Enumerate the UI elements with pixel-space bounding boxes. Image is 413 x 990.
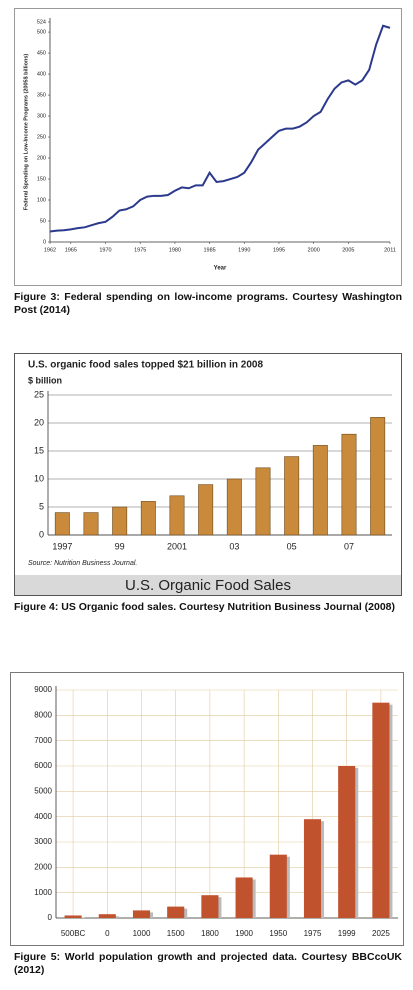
bar [370, 417, 386, 536]
x-tick-label: 1995 [273, 247, 285, 253]
y-tick-label: 524 [37, 19, 46, 25]
bar [269, 854, 287, 918]
bar [338, 766, 356, 918]
y-tick-label: 350 [37, 93, 46, 99]
x-tick-label: 1997 [52, 541, 72, 551]
bar [112, 506, 128, 536]
y-tick-label: 1000 [34, 888, 52, 897]
line-series [49, 24, 391, 233]
x-tick-label: 99 [115, 541, 125, 551]
banner-bg [15, 575, 401, 595]
x-tick-label: 500BC [61, 929, 86, 938]
chart-title: U.S. organic food sales topped $21 billi… [28, 360, 263, 371]
bar [201, 895, 219, 918]
bar [284, 456, 300, 536]
y-tick-label: 20 [34, 417, 44, 427]
bar [132, 910, 151, 918]
x-tick-label: 1800 [201, 929, 219, 938]
x-tick-label: 1970 [99, 247, 111, 253]
bar [198, 484, 214, 536]
y-tick-label: 200 [37, 155, 46, 161]
x-tick-label: 1975 [304, 929, 322, 938]
banner-text: U.S. Organic Food Sales [125, 577, 291, 594]
y-tick-label: 4000 [34, 812, 52, 821]
caption: Figure 4: US Organic food sales. Courtes… [14, 601, 395, 613]
x-tick-label: 1962 [44, 247, 56, 253]
caption: Figure 3: Federal spending on low-income… [14, 291, 402, 316]
y-tick-label: 0 [39, 529, 44, 539]
x-tick-label: 1975 [134, 247, 146, 253]
y-axis-label: Federal Spending on Low-Income Programs … [23, 54, 29, 211]
bar [226, 478, 242, 536]
y-tick-label: 5 [39, 501, 44, 511]
x-tick-label: 1980 [169, 247, 181, 253]
bar [54, 512, 70, 536]
y-tick-label: 0 [43, 239, 46, 245]
bar [98, 914, 116, 918]
bar [83, 512, 99, 536]
x-tick-label: 1990 [238, 247, 250, 253]
x-tick-label: 2000 [308, 247, 320, 253]
bar [140, 501, 156, 536]
x-tick-label: 1965 [65, 247, 77, 253]
y-tick-label: 9000 [34, 685, 52, 694]
x-tick-label: 1500 [167, 929, 185, 938]
chart: 0 1000 2000 3000 4000 5000 6000 7000 8000 9000 500… [10, 672, 404, 946]
y-axis-label: $ billion [28, 375, 62, 385]
y-tick-label: 400 [37, 72, 46, 78]
y-tick-label: 0 [48, 913, 53, 922]
y-tick-label: 450 [37, 51, 46, 57]
bar [167, 906, 185, 918]
bar [312, 445, 328, 536]
bar [303, 819, 322, 918]
x-tick-label: 0 [105, 929, 110, 938]
bar [341, 433, 357, 536]
bar [372, 702, 390, 918]
y-tick-label: 100 [37, 197, 46, 203]
y-tick-label: 7000 [34, 736, 52, 745]
y-tick-label: 250 [37, 134, 46, 140]
y-tick-label: 5000 [34, 786, 52, 795]
frame [10, 672, 404, 946]
bar [64, 915, 82, 918]
chart: Federal Spending on Low-Income Programs … [14, 8, 402, 286]
x-tick-label: 07 [344, 541, 354, 551]
x-tick-label: 1000 [133, 929, 151, 938]
bar [255, 467, 271, 536]
x-tick-label: 2011 [384, 247, 396, 253]
frame [14, 353, 402, 596]
y-tick-label: 25 [34, 389, 44, 399]
frame [14, 8, 402, 286]
y-tick-label: 8000 [34, 710, 52, 719]
y-tick-label: 2000 [34, 862, 52, 871]
y-tick-label: 500 [37, 30, 46, 36]
y-tick-label: 10 [34, 473, 44, 483]
bar [235, 877, 253, 918]
x-tick-label: 1950 [269, 929, 287, 938]
x-tick-label: 2005 [342, 247, 354, 253]
y-tick-label: 300 [37, 113, 46, 119]
x-tick-label: 1999 [338, 929, 356, 938]
y-tick-label: 150 [37, 176, 46, 182]
source-note: Source: Nutrition Business Journal. [28, 560, 137, 567]
x-tick-label: 2001 [167, 541, 187, 551]
caption: Figure 5: World population growth and pr… [14, 951, 402, 976]
y-tick-label: 6000 [34, 761, 52, 770]
x-tick-label: 05 [287, 541, 297, 551]
chart: U.S. organic food sales topped $21 billi… [14, 353, 402, 596]
x-tick-label: 1985 [203, 247, 215, 253]
y-tick-label: 3000 [34, 837, 52, 846]
x-tick-label: 2025 [372, 929, 390, 938]
x-axis-label: Year [214, 266, 227, 272]
y-tick-label: 15 [34, 445, 44, 455]
x-tick-label: 03 [229, 541, 239, 551]
x-tick-label: 1900 [235, 929, 253, 938]
y-tick-label: 50 [40, 218, 46, 224]
bar [169, 495, 185, 536]
